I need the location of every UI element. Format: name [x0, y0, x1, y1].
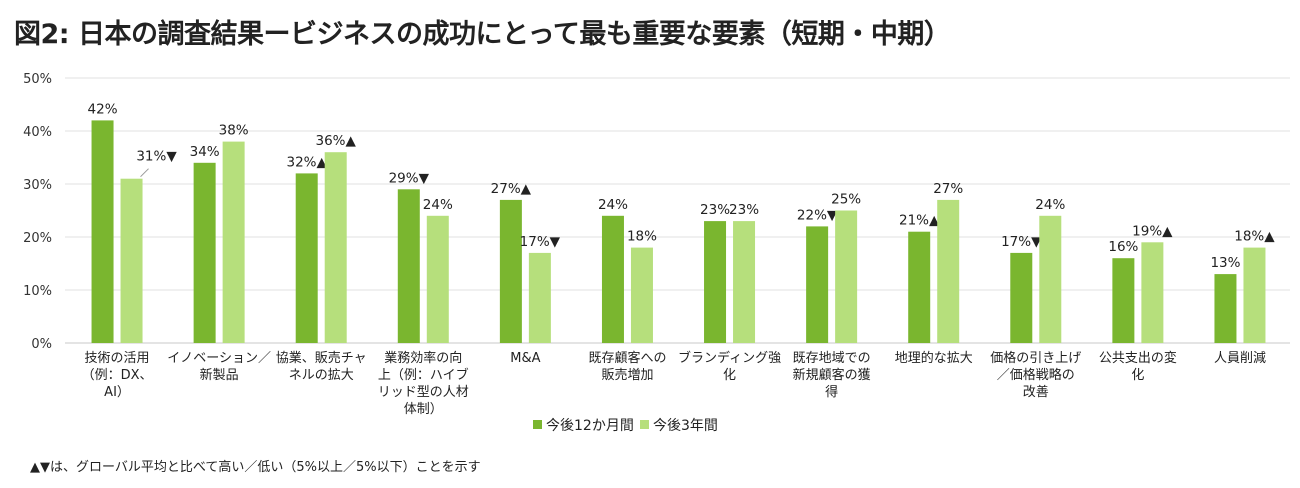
x-category-label: ／価格戦略の [997, 367, 1075, 383]
bar-short-term [91, 120, 114, 344]
chart-title: 図2: 日本の調査結果ービジネスの成功にとって最も重要な要素（短期・中期） [14, 19, 951, 50]
data-label: 31%▼ [136, 149, 177, 165]
bar-short-term [1010, 252, 1033, 343]
x-category-label: 体制） [404, 402, 443, 417]
x-category-label: 化 [1131, 368, 1144, 383]
bar-mid-term [733, 221, 756, 343]
data-label: 19%▲ [1132, 223, 1173, 239]
bar-short-term [295, 173, 318, 343]
bar-mid-term [528, 252, 551, 343]
data-label: 18%▲ [1234, 229, 1275, 245]
x-category-label: リッド型の人材 [378, 385, 469, 400]
data-label: 23% [700, 202, 730, 218]
bar-mid-term [835, 210, 858, 343]
x-category-label: 協業、販売チャ [276, 350, 367, 366]
bar-short-term [1214, 274, 1237, 343]
y-tick-label: 0% [31, 337, 52, 352]
bar-short-term [601, 215, 624, 343]
x-category-label: 公共支出の変 [1099, 350, 1177, 366]
data-label: 24% [1035, 197, 1065, 213]
data-label: 22%▼ [797, 207, 838, 223]
data-label: 32%▲ [287, 154, 328, 170]
data-label: 27%▲ [491, 181, 532, 197]
data-label: 24% [423, 197, 453, 213]
data-label: 42% [88, 101, 118, 117]
bar-mid-term [222, 141, 245, 343]
bar-short-term [806, 226, 829, 343]
bar-mid-term [1141, 242, 1164, 343]
y-tick-label: 50% [23, 72, 52, 87]
bar-short-term [397, 189, 420, 343]
x-category-label: 得 [825, 384, 838, 400]
bar-mid-term [324, 152, 347, 343]
data-label: 29%▼ [389, 170, 430, 186]
data-label: 13% [1210, 255, 1240, 271]
x-category-label: 上（例：ハイブ [378, 367, 469, 383]
data-label: 38% [219, 123, 249, 139]
bar-short-term [499, 199, 522, 343]
x-category-label: 既存地域での [793, 351, 871, 366]
x-category-label: ネルの拡大 [289, 368, 354, 383]
bar-mid-term [630, 247, 653, 343]
legend-label: 今後3年間 [653, 418, 718, 434]
x-category-label: 販売増加 [601, 367, 653, 383]
data-label: 34% [190, 144, 220, 160]
x-category-label: 価格の引き上げ [990, 350, 1081, 366]
x-category-label: 既存顧客への [588, 350, 666, 366]
legend-swatch [640, 420, 649, 429]
x-category-label: 改善 [1023, 384, 1049, 400]
bar-short-term [908, 231, 931, 343]
x-category-label: 新規顧客の獲 [793, 367, 871, 383]
y-tick-label: 30% [23, 178, 52, 193]
data-label: 36%▲ [316, 133, 357, 149]
data-label: 21%▲ [899, 213, 940, 229]
bar-mid-term [1039, 215, 1062, 343]
x-category-label: （例：DX、 [82, 368, 153, 383]
chart-note: ▲▼は、グローバル平均と比べて高い／低い（5%以上／5%以下）ことを示す [30, 460, 481, 475]
data-label: 25% [831, 192, 861, 208]
x-category-label: 技術の活用 [85, 351, 150, 366]
x-category-label: 業務効率の向 [384, 350, 462, 366]
bar-short-term [1112, 258, 1135, 343]
bar-short-term [193, 162, 216, 343]
data-label: 24% [598, 197, 628, 213]
y-tick-label: 40% [23, 125, 52, 140]
x-category-label: 人員削減 [1214, 350, 1266, 366]
bar-mid-term [120, 178, 143, 343]
bar-mid-term [1243, 247, 1266, 343]
y-tick-label: 10% [23, 284, 52, 299]
data-label: 17%▼ [520, 234, 561, 250]
leader-line [140, 168, 149, 178]
data-label: 23% [729, 202, 759, 218]
x-category-label: 地理的な拡大 [895, 350, 973, 366]
x-category-label: 新製品 [200, 367, 239, 383]
legend-swatch [533, 420, 542, 429]
legend-label: 今後12か月間 [546, 418, 634, 434]
bar-mid-term [426, 215, 449, 343]
data-label: 18% [627, 229, 657, 245]
x-category-label: AI） [104, 385, 130, 400]
data-label: 16% [1108, 239, 1138, 255]
y-tick-label: 20% [23, 231, 52, 246]
bar-mid-term [937, 199, 960, 343]
data-label: 17%▼ [1001, 234, 1042, 250]
bar-short-term [704, 221, 727, 343]
data-label: 27% [933, 181, 963, 197]
x-category-label: イノベーション／ [167, 351, 271, 366]
x-category-label: ブランディング強 [678, 350, 781, 366]
x-category-label: M&A [510, 351, 540, 366]
x-category-label: 化 [723, 368, 736, 383]
